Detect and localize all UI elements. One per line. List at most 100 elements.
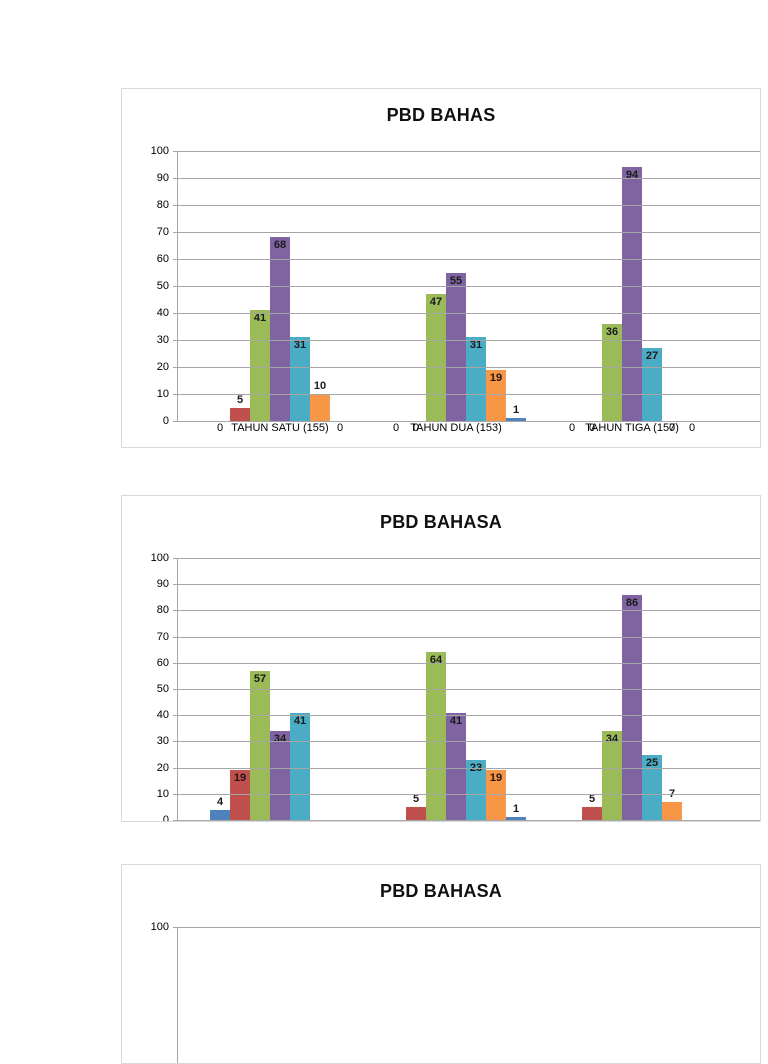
bar[interactable]: 5 bbox=[230, 394, 250, 421]
bar-value-label: 55 bbox=[449, 274, 463, 287]
y-axis-tick bbox=[173, 178, 177, 179]
bar-value-label: 47 bbox=[429, 296, 443, 309]
bar[interactable]: 36 bbox=[602, 323, 622, 421]
y-axis-tick bbox=[173, 820, 177, 821]
bar-value-label: 57 bbox=[253, 672, 267, 685]
bar[interactable]: 1 bbox=[506, 804, 526, 820]
gridline bbox=[177, 584, 760, 586]
y-axis-label: 50 bbox=[156, 280, 169, 292]
y-axis-label: 60 bbox=[156, 656, 169, 669]
gridline bbox=[177, 232, 760, 233]
bar-value-label-zero: 0 bbox=[688, 422, 696, 434]
y-axis-label: 20 bbox=[156, 761, 169, 774]
bar[interactable]: 57 bbox=[250, 670, 270, 820]
gridline bbox=[177, 286, 760, 287]
bar-value-label-zero: 0 bbox=[393, 821, 399, 822]
y-axis-label: 30 bbox=[156, 735, 169, 748]
gridline bbox=[177, 927, 760, 928]
y-axis-tick bbox=[173, 767, 177, 769]
y-axis-label: 10 bbox=[156, 787, 169, 800]
category-axis-1: 0 0 TAHUN SATU (155) 0 0 TAHUN DUA (153) 0 0 0 0 T… bbox=[178, 422, 760, 440]
y-axis-tick bbox=[173, 689, 177, 690]
bar[interactable]: 10 bbox=[310, 381, 330, 421]
bar-value-label: 19 bbox=[233, 772, 247, 785]
gridline bbox=[177, 558, 760, 559]
y-axis-label: 10 bbox=[156, 388, 169, 400]
bar[interactable]: 94 bbox=[622, 167, 642, 421]
category-axis-label: TAHUN SATU (155) bbox=[231, 422, 329, 434]
y-axis-label: 80 bbox=[156, 604, 169, 617]
gridline bbox=[177, 610, 760, 612]
bar[interactable]: 41 bbox=[446, 712, 466, 820]
y-axis-label: 70 bbox=[156, 226, 169, 238]
bar-value-label: 31 bbox=[293, 339, 307, 352]
bar-value-label: 31 bbox=[469, 339, 483, 352]
bar[interactable]: 25 bbox=[642, 754, 662, 820]
bar[interactable]: 7 bbox=[662, 788, 682, 820]
bar[interactable]: 23 bbox=[466, 759, 486, 820]
bar[interactable]: 34 bbox=[602, 730, 622, 820]
bar-value-label-zero: 0 bbox=[392, 422, 400, 434]
y-axis-label: 100 bbox=[150, 921, 169, 933]
bar[interactable]: 19 bbox=[230, 770, 250, 820]
bar[interactable]: 41 bbox=[290, 712, 310, 820]
bar-value-label: 10 bbox=[313, 380, 327, 392]
bar[interactable]: 19 bbox=[486, 770, 506, 820]
bar[interactable]: 31 bbox=[466, 337, 486, 421]
y-axis-label: 20 bbox=[156, 361, 169, 373]
y-axis-label: 60 bbox=[156, 253, 169, 265]
bar-value-label-zero: 0 bbox=[317, 821, 323, 822]
bar-value-label: 1 bbox=[512, 404, 520, 417]
bar-value-label-zero: 0 bbox=[588, 422, 596, 434]
bar[interactable]: 31 bbox=[290, 337, 310, 421]
chart-card-1[interactable]: PBD BAHAS 5 41 68 31 10 47 55 31 19 1 36 94 27 0 10 20… bbox=[121, 88, 761, 448]
bar[interactable]: 1 bbox=[506, 405, 526, 421]
category-axis-label: TAHUN TIGA (157) bbox=[585, 422, 679, 434]
gridline bbox=[177, 820, 760, 821]
bar[interactable]: 41 bbox=[250, 310, 270, 421]
y-axis-label: 0 bbox=[162, 415, 169, 427]
chart-title-2: PBD BAHASA bbox=[379, 512, 502, 532]
bar[interactable]: 4 bbox=[210, 796, 230, 820]
y-axis-label: 90 bbox=[156, 172, 169, 184]
y-axis-tick bbox=[173, 340, 177, 341]
bar[interactable]: 68 bbox=[270, 237, 290, 421]
chart-card-2[interactable]: PBD BAHASA 419573441564412319153486257 0… bbox=[121, 495, 761, 822]
bar-value-label: 1 bbox=[512, 803, 520, 816]
y-axis-tick bbox=[173, 421, 177, 422]
bar[interactable]: 86 bbox=[622, 594, 642, 820]
bar[interactable]: 64 bbox=[426, 652, 446, 820]
bar-value-label-zero: 0 bbox=[216, 422, 224, 434]
bar-value-label: 86 bbox=[625, 596, 639, 609]
category-axis-label: TAHUN DUA (153) bbox=[410, 821, 501, 822]
chart-card-3[interactable]: PBD BAHASA 100 bbox=[121, 864, 761, 1064]
bar-value-label: 41 bbox=[293, 714, 307, 727]
y-axis-label: 50 bbox=[156, 683, 169, 695]
y-axis-tick bbox=[173, 151, 177, 152]
bar[interactable]: 27 bbox=[642, 348, 662, 421]
bar[interactable]: 5 bbox=[582, 793, 602, 820]
bar[interactable]: 55 bbox=[446, 272, 466, 421]
bar-value-label: 19 bbox=[489, 371, 503, 384]
y-axis-label: 30 bbox=[156, 334, 169, 346]
y-axis-tick bbox=[173, 741, 177, 743]
bar[interactable]: 5 bbox=[406, 793, 426, 820]
y-axis-tick bbox=[173, 636, 177, 638]
gridline bbox=[177, 767, 760, 769]
y-axis-tick bbox=[173, 927, 177, 928]
y-axis-tick bbox=[173, 584, 177, 586]
gridline bbox=[177, 151, 760, 152]
bar-value-label-zero: 0 bbox=[337, 821, 343, 822]
bars-layer-3 bbox=[178, 927, 760, 1063]
bar[interactable]: 34 bbox=[270, 730, 290, 820]
category-axis-label: TAHUN SATU (156) bbox=[231, 821, 328, 822]
bar-value-label: 41 bbox=[253, 312, 267, 325]
bar[interactable]: 47 bbox=[426, 294, 446, 421]
gridline bbox=[177, 715, 760, 717]
y-axis-tick bbox=[173, 610, 177, 612]
gridline bbox=[177, 421, 760, 422]
y-axis-label: 80 bbox=[156, 199, 169, 211]
gridline bbox=[177, 313, 760, 314]
bar[interactable]: 19 bbox=[486, 369, 506, 421]
